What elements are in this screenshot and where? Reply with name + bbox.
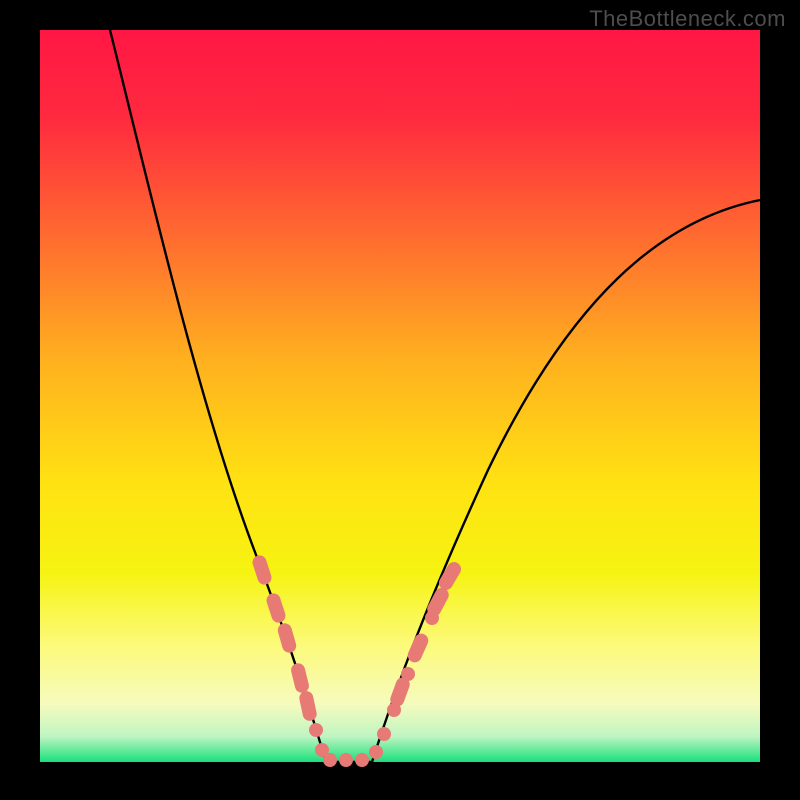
data-point-dot [339,753,353,767]
data-point-dot [323,753,337,767]
data-point-dot [355,753,369,767]
plot-area [40,30,760,762]
curve-right-branch [372,200,760,762]
data-point-dot [387,703,401,717]
v-curve [40,30,760,762]
data-point-dot [377,727,391,741]
curve-left-branch [110,30,326,762]
data-point-dot [309,723,323,737]
data-point-dot [425,611,439,625]
watermark-text: TheBottleneck.com [589,6,786,32]
data-point-dot [401,667,415,681]
data-point-dot [369,745,383,759]
chart-stage: TheBottleneck.com [0,0,800,800]
